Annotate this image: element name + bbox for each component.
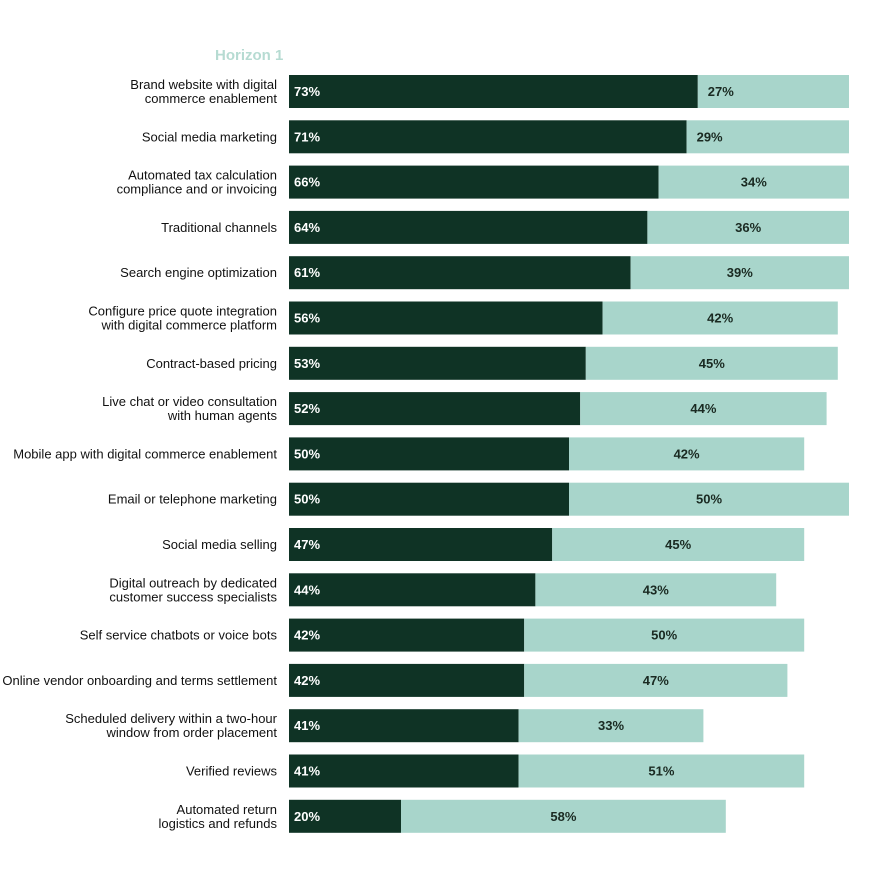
bar-segment-2 [524,618,805,652]
category-label: Digital outreach by dedicated [109,575,277,590]
value-label-segment-2: 27% [708,84,734,99]
bar-segment-2 [535,573,777,607]
value-label-segment-2: 50% [696,492,722,507]
bar-horizon1 [289,301,603,335]
value-label-segment-2: 36% [735,220,761,235]
bar-segment-2 [518,709,704,743]
bar-segment-2 [569,482,849,516]
bar-horizon1 [289,663,525,697]
category-label: Brand website with digital [130,77,277,92]
value-label-horizon1: 20% [294,809,320,824]
legend-title: Horizon 1 [215,47,283,64]
bar-horizon1 [289,75,698,108]
bar-horizon1 [289,618,525,652]
bar-horizon1 [289,120,687,154]
bar-horizon1 [289,528,553,561]
category-label: Social media selling [162,537,277,552]
category-label: Traditional channels [161,220,277,235]
value-label-horizon1: 50% [294,492,320,507]
bar-segment-2 [401,799,726,833]
value-label-horizon1: 61% [294,265,320,280]
value-label-horizon1: 71% [294,129,320,144]
category-label: Automated tax calculation [128,168,277,183]
category-label: logistics and refunds [158,816,277,831]
category-label: with digital commerce platform [100,318,277,333]
bar-horizon1 [289,709,519,743]
value-label-segment-2: 39% [727,265,753,280]
bar-horizon1 [289,256,631,290]
bar-horizon1 [289,754,519,788]
value-label-segment-2: 42% [674,446,700,461]
category-label: Self service chatbots or voice bots [80,628,278,643]
bar-segment-2 [585,346,838,380]
value-label-segment-2: 51% [648,764,674,779]
value-label-horizon1: 41% [294,764,320,779]
category-label: compliance and or invoicing [117,182,277,197]
category-label: with human agents [167,408,278,423]
category-label: Email or telephone marketing [108,492,277,507]
value-label-horizon1: 66% [294,175,320,190]
category-label: Search engine optimization [120,265,277,280]
value-label-horizon1: 42% [294,628,320,643]
category-label: Automated return [177,802,277,817]
value-label-horizon1: 44% [294,582,320,597]
bar-horizon1 [289,346,586,380]
bar-horizon1 [289,165,659,199]
value-label-segment-2: 34% [741,175,767,190]
value-label-segment-2: 33% [598,718,624,733]
bar-segment-2 [518,754,805,788]
value-label-segment-2: 45% [665,537,691,552]
value-label-horizon1: 52% [294,401,320,416]
category-label: customer success specialists [109,589,277,604]
value-label-horizon1: 56% [294,311,320,326]
value-label-horizon1: 53% [294,356,320,371]
value-label-segment-2: 44% [690,401,716,416]
bar-horizon1 [289,482,569,516]
bar-horizon1 [289,799,401,833]
value-label-horizon1: 73% [294,84,320,99]
value-label-segment-2: 29% [697,129,723,144]
value-label-horizon1: 64% [294,220,320,235]
category-label: Scheduled delivery within a two-hour [65,711,277,726]
bar-segment-2 [580,392,827,426]
value-label-horizon1: 50% [294,446,320,461]
value-label-segment-2: 42% [707,311,733,326]
category-label: Verified reviews [186,764,278,779]
category-label: Social media marketing [142,129,277,144]
value-label-segment-2: 50% [651,628,677,643]
bar-segment-2 [658,165,849,199]
category-label: Live chat or video consultation [102,394,277,409]
bar-horizon1 [289,437,569,471]
bar-segment-2 [552,528,805,561]
value-label-horizon1: 47% [294,537,320,552]
value-label-segment-2: 58% [550,809,576,824]
bar-horizon1 [289,210,648,244]
category-label: Mobile app with digital commerce enablem… [13,446,277,461]
value-label-segment-2: 45% [699,356,725,371]
bar-horizon1 [289,392,581,426]
value-label-horizon1: 41% [294,718,320,733]
value-label-segment-2: 43% [643,582,669,597]
category-label: Online vendor onboarding and terms settl… [2,673,277,688]
bar-segment-2 [647,210,849,244]
value-label-horizon1: 42% [294,673,320,688]
category-label: commerce enablement [145,91,278,106]
bar-segment-2 [602,301,838,335]
bar-segment-2 [697,75,849,108]
bar-segment-2 [524,663,788,697]
category-label: window from order placement [105,725,277,740]
bar-horizon1 [289,573,536,607]
bar-segment-2 [630,256,849,290]
category-label: Contract-based pricing [146,356,277,371]
category-label: Configure price quote integration [88,304,277,319]
value-label-segment-2: 47% [643,673,669,688]
bar-segment-2 [569,437,805,471]
bar-segment-2 [686,120,849,154]
